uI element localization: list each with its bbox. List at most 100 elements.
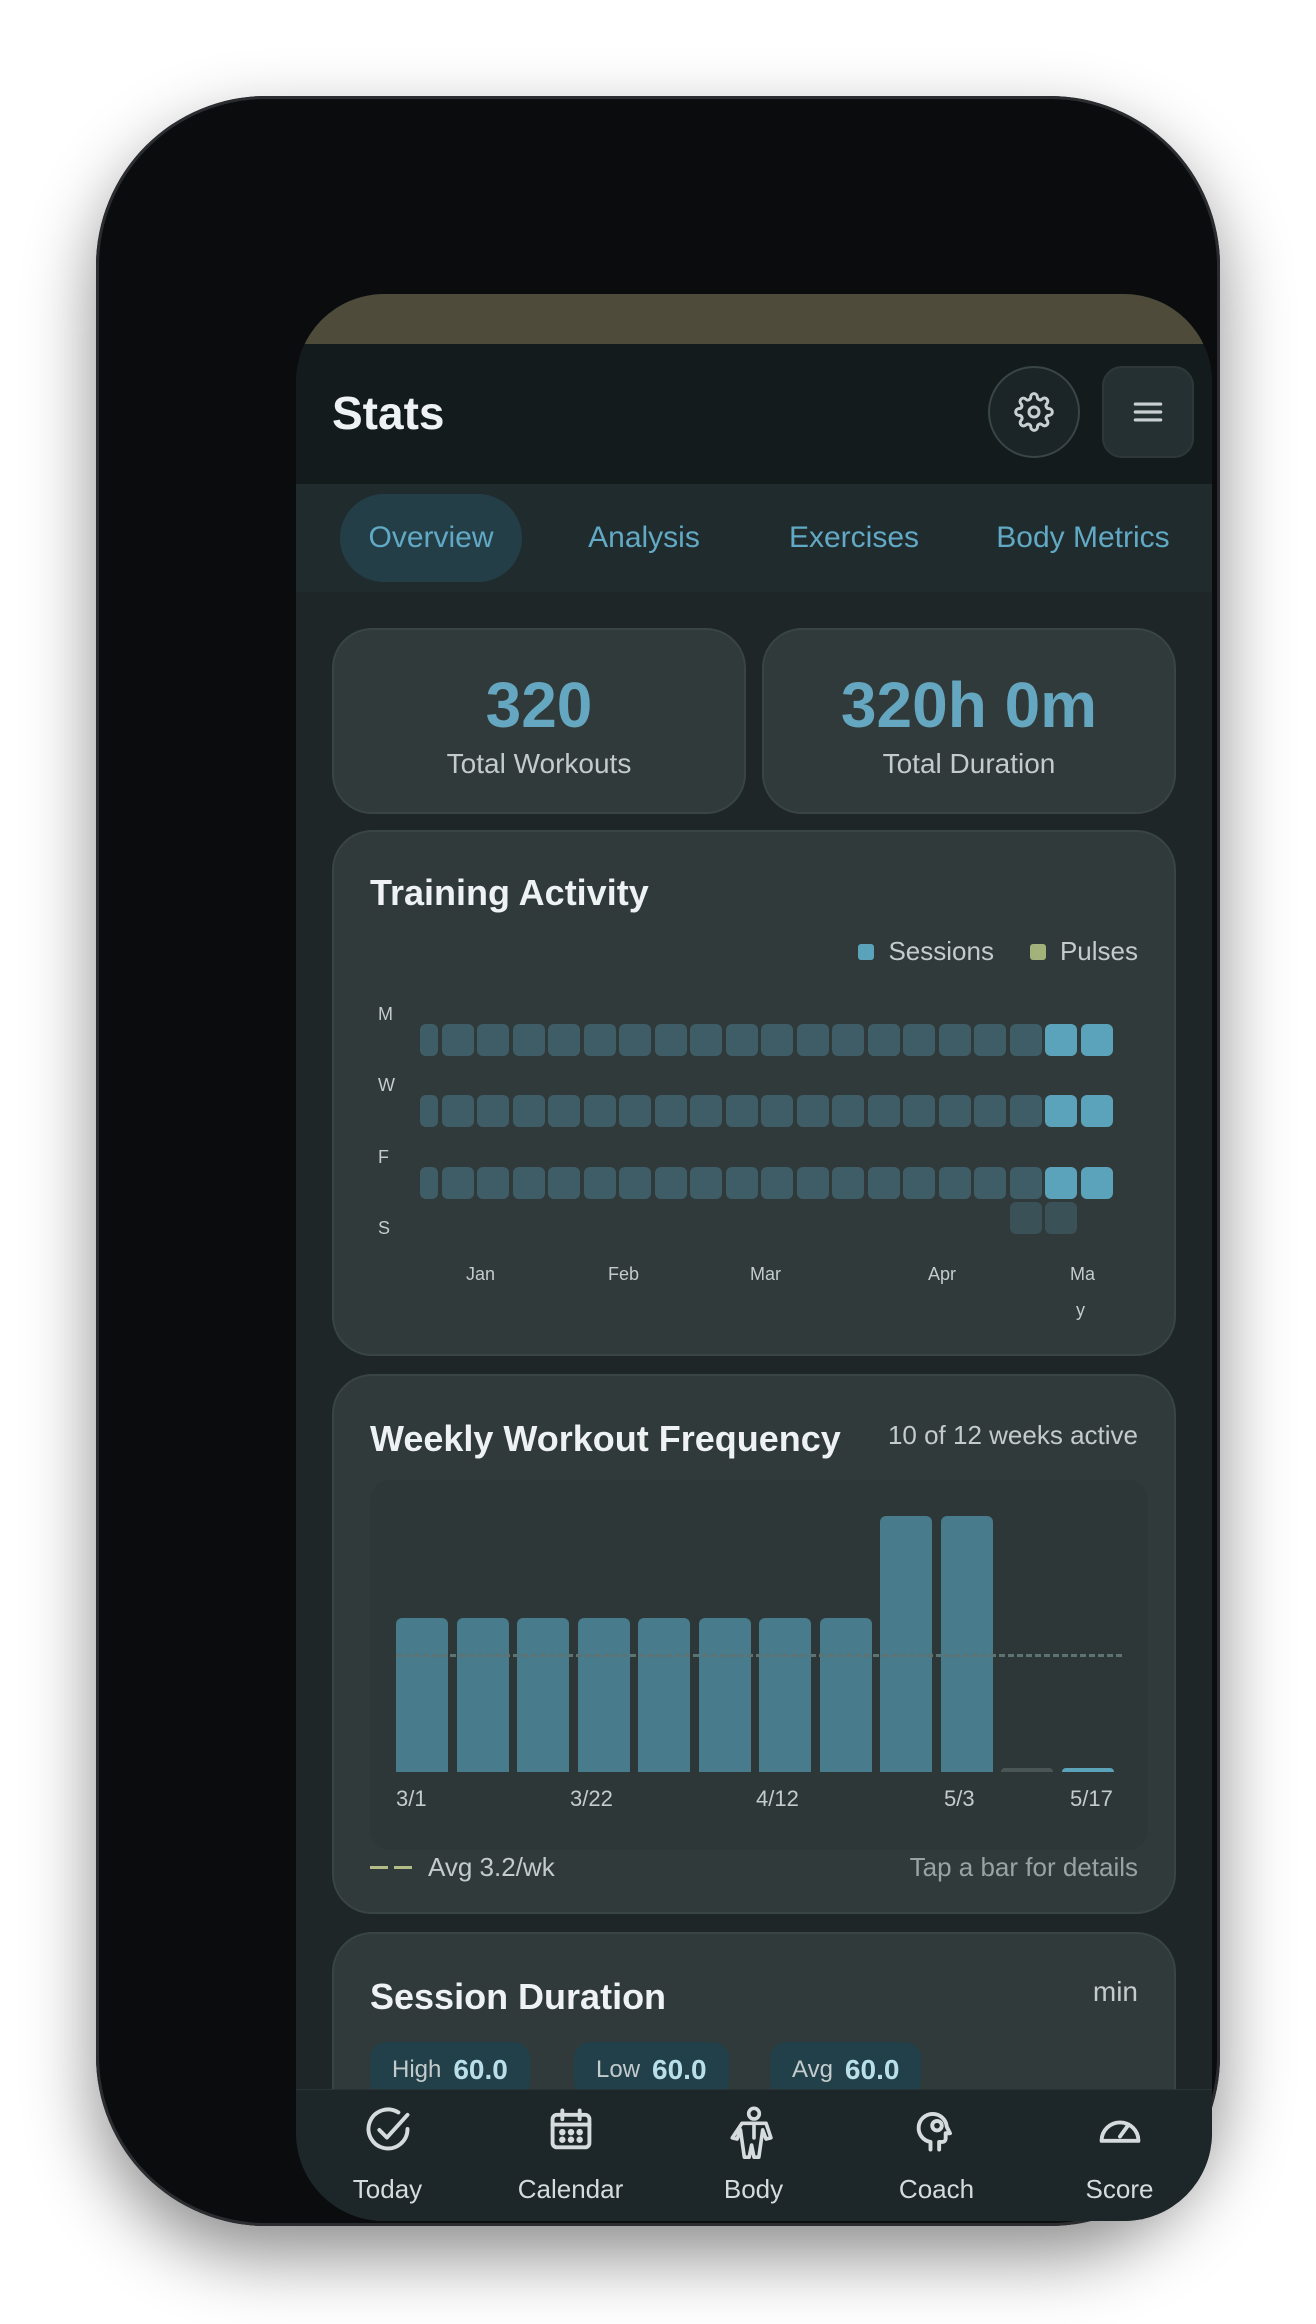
total-duration-card: 320h 0m Total Duration: [762, 628, 1176, 814]
sessions-swatch: [858, 943, 875, 960]
heatmap-cell: [796, 1095, 829, 1127]
heatmap-cell: [796, 1024, 829, 1056]
tab-bar: Overview Analysis Exercises Body Metrics: [296, 484, 1212, 592]
heatmap-cell: [420, 1095, 438, 1127]
heatmap-cell: [725, 1095, 758, 1127]
heatmap-cell: [441, 1024, 474, 1056]
x-tick-label: 3/22: [570, 1786, 613, 1811]
training-activity-title: Training Activity: [370, 872, 649, 913]
app-screen: Stats Overview Analysis Exercises Body M…: [296, 294, 1212, 2221]
weekly-frequency-card: Weekly Workout Frequency 10 of 12 weeks …: [332, 1374, 1176, 1914]
heatmap-cell: [420, 1024, 438, 1056]
heatmap-cell: [548, 1167, 580, 1199]
frequency-bar[interactable]: [577, 1618, 630, 1772]
tab-overview[interactable]: Overview: [340, 494, 522, 582]
body-icon: [729, 2106, 773, 2159]
speedometer-icon: [1099, 2120, 1140, 2143]
heatmap-cell: [938, 1095, 971, 1127]
heatmap-cell: [938, 1167, 971, 1199]
heatmap-cell: [477, 1167, 509, 1199]
heatmap-cell: [903, 1024, 935, 1056]
tap-hint: Tap a bar for details: [909, 1852, 1138, 1882]
heatmap-cell: [619, 1167, 651, 1199]
tab-analysis[interactable]: Analysis: [588, 521, 700, 554]
app-bar: Stats: [296, 344, 1212, 484]
heatmap-cell: [1045, 1095, 1077, 1127]
activity-legend: Sessions Pulses: [858, 936, 1138, 967]
tab-body-metrics[interactable]: Body Metrics: [996, 521, 1170, 554]
frequency-bar[interactable]: [1061, 1768, 1114, 1772]
frequency-bar[interactable]: [819, 1618, 872, 1772]
heatmap-cell: [619, 1024, 651, 1056]
nav-calendar[interactable]: Calendar: [479, 2090, 662, 2221]
average-legend: Avg 3.2/wk: [370, 1852, 555, 1883]
nav-calendar-label: Calendar: [517, 2174, 624, 2204]
day-label-friday: F: [378, 1147, 389, 1167]
heatmap-cell: [938, 1024, 971, 1056]
heatmap-cell: [690, 1167, 722, 1199]
total-duration-value: 320h 0m: [840, 669, 1098, 741]
high-stat-label: High: [392, 2056, 442, 2083]
heatmap-cell: [654, 1095, 687, 1127]
nav-body[interactable]: Body: [662, 2090, 845, 2221]
frequency-bar[interactable]: [517, 1618, 569, 1772]
month-label-may-wrap: y: [1076, 1300, 1085, 1320]
heatmap-cell: [583, 1095, 616, 1127]
x-tick-label: 4/12: [756, 1786, 799, 1811]
low-stat-chip: Low 60.0: [574, 2042, 729, 2098]
nav-body-label: Body: [723, 2174, 784, 2204]
heatmap-cell: [974, 1095, 1006, 1127]
heatmap-cell: [583, 1167, 616, 1199]
x-tick-label: 5/17: [1070, 1786, 1113, 1811]
heatmap-cell: [441, 1095, 474, 1127]
frequency-bar[interactable]: [759, 1618, 811, 1772]
phone-frame: Stats Overview Analysis Exercises Body M…: [96, 96, 1220, 2226]
settings-button[interactable]: [988, 366, 1080, 458]
sessions-legend-label: Sessions: [888, 936, 994, 966]
duration-unit: min: [1092, 1976, 1138, 2007]
heatmap-cell: [583, 1024, 616, 1056]
heatmap-cell: [725, 1167, 758, 1199]
heatmap-cell: [796, 1167, 829, 1199]
heatmap-cell: [690, 1095, 722, 1127]
frequency-bar[interactable]: [396, 1618, 448, 1772]
frequency-bar[interactable]: [880, 1516, 932, 1772]
frequency-bar[interactable]: [638, 1618, 690, 1772]
low-stat-value: 60.0: [652, 2054, 707, 2085]
nav-coach[interactable]: Coach: [845, 2090, 1028, 2221]
day-label-sunday: S: [378, 1218, 391, 1238]
frequency-bar[interactable]: [1001, 1768, 1053, 1772]
high-stat-value: 60.0: [453, 2054, 508, 2085]
heatmap-cell: [1009, 1095, 1042, 1127]
total-workouts-value: 320: [485, 669, 593, 741]
total-workouts-label: Total Workouts: [446, 748, 632, 779]
tab-exercises[interactable]: Exercises: [788, 521, 920, 554]
pulses-legend-label: Pulses: [1059, 936, 1138, 966]
frequency-bar[interactable]: [698, 1618, 751, 1772]
heatmap-cell: [832, 1024, 864, 1056]
dash-line-swatch: [370, 1866, 418, 1869]
avg-stat-label: Avg: [792, 2056, 833, 2083]
session-duration-title: Session Duration: [370, 1976, 667, 2017]
low-stat-label: Low: [596, 2056, 641, 2083]
heatmap-cell: [690, 1024, 722, 1056]
frequency-bar[interactable]: [940, 1516, 993, 1772]
heatmap-cell: [832, 1167, 864, 1199]
heatmap-cell: [832, 1095, 864, 1127]
pulses-swatch: [1029, 943, 1046, 960]
frequency-bar[interactable]: [456, 1618, 509, 1772]
heatmap-cell: [512, 1024, 545, 1056]
status-bar: [296, 294, 1212, 344]
heatmap-cell: [420, 1167, 438, 1199]
nav-today[interactable]: Today: [296, 2090, 479, 2221]
menu-button[interactable]: [1102, 366, 1194, 458]
heatmap-cell: [974, 1167, 1006, 1199]
heatmap-cell: [1045, 1024, 1077, 1056]
coach-head-icon: [916, 2111, 952, 2152]
heatmap-cell: [903, 1167, 935, 1199]
x-tick-label: 5/3: [944, 1786, 975, 1811]
nav-score[interactable]: Score: [1028, 2090, 1211, 2221]
check-circle-icon: [366, 2107, 409, 2151]
heatmap-cell: [1080, 1167, 1113, 1199]
x-tick-label: 3/1: [396, 1786, 427, 1811]
